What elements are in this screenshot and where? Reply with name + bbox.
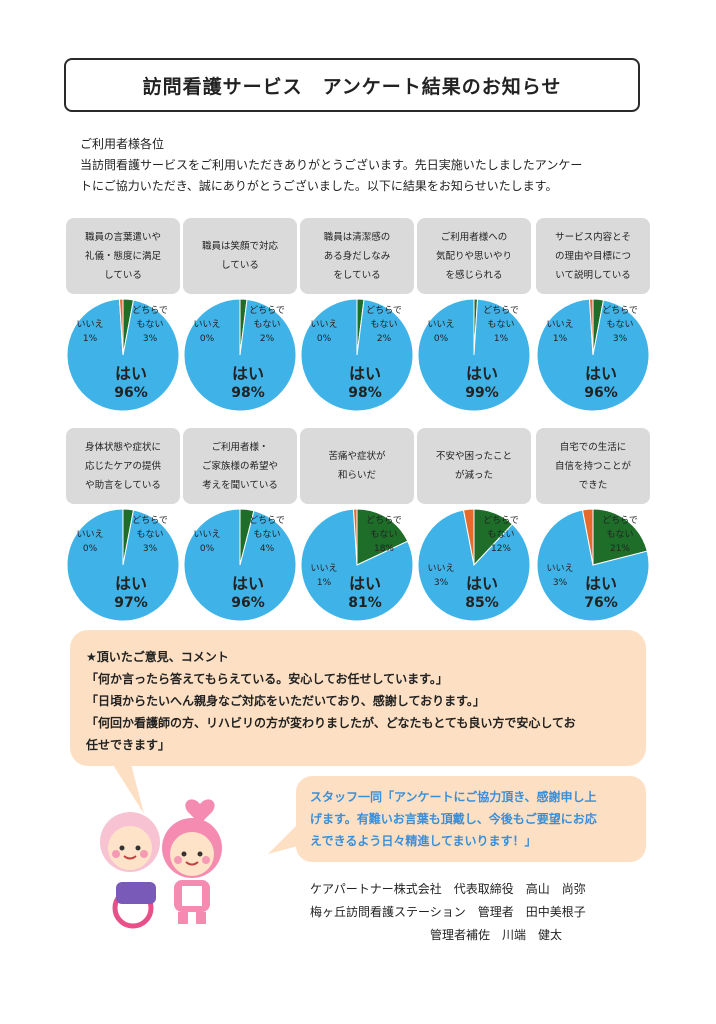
label-yes: はい 99%	[465, 364, 499, 401]
label-yes: はい 96%	[231, 574, 265, 611]
comment-1: 「何か言ったら答えてもらえている。安心してお任せしています。」	[86, 672, 448, 686]
question-label: ご利用者様・ ご家族様の希望や 考えを聞いている	[183, 428, 297, 504]
slice-no	[352, 508, 358, 566]
slice-no	[118, 298, 124, 356]
question-label: 職員の言葉遣いや 礼儀・態度に満足 している	[66, 218, 180, 294]
comment-2: 「日頃からたいへん親身なご対応をいただいており、感謝しております。」	[86, 694, 485, 708]
salutation: ご利用者様各位	[80, 137, 165, 151]
slice-yes	[417, 509, 531, 622]
page-title: 訪問看護サービス アンケート結果のお知らせ	[64, 58, 640, 112]
signature: ケアパートナー株式会社 代表取締役 高山 尚弥 梅ヶ丘訪問看護ステーション 管理…	[310, 878, 630, 947]
slice-yes	[300, 298, 414, 412]
label-maybe: どちらで もない 3%	[132, 306, 168, 344]
slice-yes	[300, 508, 414, 622]
label-no: いいえ 0%	[427, 320, 455, 344]
pie-chart	[66, 508, 180, 622]
label-maybe: どちらで もない 18%	[366, 516, 402, 554]
comment-heading: ★頂いたご意見、コメント	[86, 650, 229, 664]
label-maybe: どちらで もない 21%	[602, 516, 638, 554]
question-label: ご利用者様への 気配りや思いやり を感じられる	[417, 218, 531, 294]
question-label: 不安や困ったこと が減った	[417, 428, 531, 504]
label-yes: はい 85%	[465, 574, 499, 611]
label-no: いいえ 0%	[193, 320, 221, 344]
question-label: 苦痛や症状が 和らいだ	[300, 428, 414, 504]
intro: ご利用者様各位 当訪問看護サービスをご利用いただきありがとうございます。先日実施…	[80, 134, 640, 197]
comment-bubble-tail	[110, 760, 144, 814]
label-no: いいえ 3%	[427, 564, 455, 588]
pie-chart	[536, 298, 650, 412]
pie-chart	[66, 298, 180, 412]
label-yes: はい 96%	[584, 364, 618, 401]
signature-line-1: ケアパートナー株式会社 代表取締役 高山 尚弥	[310, 882, 586, 896]
label-no: いいえ 1%	[546, 320, 574, 344]
slice-yes	[66, 298, 180, 412]
slice-yes	[183, 298, 297, 412]
staff-bubble-tail	[268, 824, 298, 854]
slice-yes	[66, 508, 180, 622]
label-no: いいえ 3%	[546, 564, 574, 588]
question-label: 職員は笑顔で対応 している	[183, 218, 297, 294]
question-label: 自宅での生活に 自信を持つことが できた	[536, 428, 650, 504]
slice-yes	[417, 298, 531, 412]
nurse-mascot-illustration	[100, 799, 222, 929]
staff-bubble	[296, 776, 646, 862]
question-label: 身体状態や症状に 応じたケアの提供 や助言をしている	[66, 428, 180, 504]
label-maybe: どちらで もない 2%	[249, 306, 285, 344]
label-no: いいえ 1%	[310, 564, 338, 588]
label-yes: はい 98%	[348, 364, 382, 401]
pie-chart	[536, 508, 650, 622]
intro-body-1: 当訪問看護サービスをご利用いただきありがとうございます。先日実施いたしましたアン…	[80, 158, 583, 172]
label-maybe: どちらで もない 1%	[483, 306, 519, 344]
label-no: いいえ 0%	[76, 530, 104, 554]
label-yes: はい 76%	[584, 574, 618, 611]
slice-yes	[536, 509, 650, 622]
label-maybe: どちらで もない 2%	[366, 306, 402, 344]
comment-bubble	[70, 630, 646, 766]
label-maybe: どちらで もない 3%	[602, 306, 638, 344]
pie-chart	[183, 508, 297, 622]
label-yes: はい 98%	[231, 364, 265, 401]
staff-line-1: スタッフ一同「アンケートにご協力頂き、感謝申し上	[310, 790, 597, 804]
intro-body-2: トにご協力いただき、誠にありがとうございました。以下に結果をお知らせいたします。	[80, 179, 558, 193]
question-label: 職員は清潔感の ある身だしなみ をしている	[300, 218, 414, 294]
label-yes: はい 81%	[348, 574, 382, 611]
slice-no	[588, 298, 594, 356]
signature-line-3: 管理者補佐 川端 健太	[310, 928, 563, 942]
slice-no	[581, 508, 594, 566]
pie-chart	[300, 298, 414, 412]
comments: ★頂いたご意見、コメント 「何か言ったら答えてもらえている。安心してお任せしてい…	[86, 646, 636, 756]
slice-yes	[536, 298, 650, 412]
pie-chart	[417, 508, 531, 622]
question-label: サービス内容とそ の理由や目標につ いて説明している	[536, 218, 650, 294]
label-yes: はい 97%	[114, 574, 148, 611]
pie-chart	[183, 298, 297, 412]
slice-maybe	[356, 508, 409, 566]
staff-line-2: げます。有難いお言葉も頂戴し、今後もご要望にお応	[310, 812, 597, 826]
pie-chart	[417, 298, 531, 412]
label-no: いいえ 1%	[76, 320, 104, 344]
signature-line-2: 梅ヶ丘訪問看護ステーション 管理者 田中美根子	[310, 905, 586, 919]
label-no: いいえ 0%	[310, 320, 338, 344]
pie-chart	[300, 508, 414, 622]
slice-no	[462, 508, 475, 566]
label-maybe: どちらで もない 4%	[249, 516, 285, 554]
slice-yes	[183, 508, 297, 622]
comment-3a: 「何回か看護師の方、リハビリの方が変わりましたが、どなたもとても良い方で安心して…	[86, 716, 576, 730]
staff-message: スタッフ一同「アンケートにご協力頂き、感謝申し上 げます。有難いお言葉も頂戴し、…	[310, 786, 636, 852]
label-no: いいえ 0%	[193, 530, 221, 554]
label-maybe: どちらで もない 3%	[132, 516, 168, 554]
slice-maybe	[592, 508, 648, 566]
label-yes: はい 96%	[114, 364, 148, 401]
staff-line-3: えできるよう日々精進してまいります！」	[310, 834, 537, 848]
comment-3b: 任せできます」	[86, 738, 171, 752]
label-maybe: どちらで もない 12%	[483, 516, 519, 554]
